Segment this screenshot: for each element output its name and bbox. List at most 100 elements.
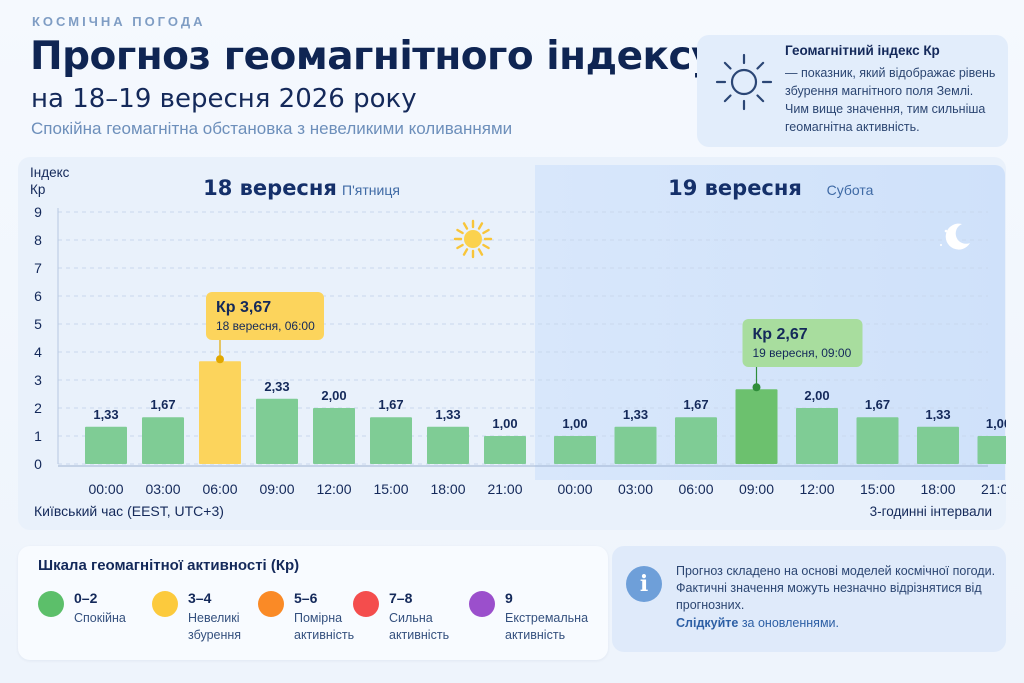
x-tick-label: 18:00	[430, 481, 465, 497]
callout-dot	[216, 355, 224, 364]
bar	[199, 361, 241, 464]
bar-value-label: 1,33	[435, 407, 460, 422]
y-tick-label: 5	[34, 316, 42, 332]
bar-value-label: 2,33	[264, 379, 289, 394]
bar	[796, 408, 838, 464]
bar	[614, 426, 657, 464]
day-weekday: Субота	[827, 182, 874, 198]
y-tick-label: 3	[34, 372, 42, 388]
legend-desc: Спокійна	[74, 611, 126, 625]
bar-value-label: 1,67	[378, 397, 403, 412]
bar	[977, 436, 1006, 464]
note-card: i Прогноз складено на основі моделей кос…	[612, 546, 1006, 652]
y-axis-label-line1: Індекс	[30, 165, 70, 180]
bar	[554, 436, 596, 464]
legend-card: Шкала геомагнітної активності (Кр) 0–2 Сп…	[18, 546, 608, 660]
x-tick-label: 03:00	[145, 481, 180, 497]
y-axis-label-line2: Кр	[30, 182, 45, 197]
sun-outline-icon	[715, 53, 773, 111]
bar	[427, 426, 469, 464]
x-tick-label: 15:00	[860, 481, 895, 497]
bar	[735, 389, 778, 464]
y-tick-label: 9	[34, 204, 42, 220]
callout-subtitle: 18 вересня, 06:00	[216, 319, 315, 333]
y-tick-label: 6	[34, 288, 42, 304]
star-dot	[944, 229, 948, 233]
bar-value-label: 1,67	[865, 397, 890, 412]
legend-desc: Екстремальна активність	[505, 611, 589, 642]
bar-value-label: 1,00	[562, 416, 587, 431]
chart-card: Індекс Кр 0 1 2 3 4 5 6 7 8 9 18 вересня П'ятниця 00:0…	[18, 157, 1006, 530]
star-dot	[940, 244, 942, 246]
x-footer-right: 3-годинні інтервали	[870, 504, 992, 519]
info-title: Геомагнітний індекс Кр	[785, 43, 940, 58]
legend-range: 0–2	[74, 590, 98, 606]
bar-value-label: 1,67	[683, 397, 708, 412]
moon-icon	[945, 223, 970, 250]
bar-value-label: 2,00	[804, 388, 829, 403]
bar	[484, 436, 526, 464]
y-tick-label: 2	[34, 400, 42, 416]
eyebrow: КОСМІЧНА ПОГОДА	[32, 14, 206, 29]
bar	[675, 417, 717, 464]
y-tick-label: 0	[34, 456, 42, 472]
x-tick-label: 15:00	[373, 481, 408, 497]
page-lead: Спокійна геомагнітна обстановка з невели…	[31, 119, 513, 138]
bar-value-label: 1,00	[986, 416, 1006, 431]
bar-value-label: 1,33	[623, 407, 648, 422]
page-subtitle: на 18–19 вересня 2026 року	[31, 84, 417, 114]
x-tick-label: 21:00	[981, 481, 1006, 497]
bar	[370, 417, 412, 464]
x-tick-label: 03:00	[618, 481, 653, 497]
legend-desc: Сильна активність	[389, 611, 450, 642]
bar	[856, 417, 899, 464]
bar	[142, 417, 184, 464]
day-title: 19 вересня	[668, 176, 802, 200]
callout-dot	[752, 383, 761, 392]
callout-title: Кр 2,67	[753, 326, 808, 343]
legend-color-dot	[258, 591, 284, 617]
x-tick-label: 09:00	[259, 481, 294, 497]
legend-title: Шкала геомагнітної активності (Кр)	[38, 557, 300, 574]
x-tick-label: 06:00	[202, 481, 237, 497]
x-tick-label: 06:00	[678, 481, 713, 497]
legend-range: 5–6	[294, 590, 318, 606]
bar	[917, 426, 959, 464]
x-tick-label: 21:00	[487, 481, 522, 497]
bar-value-label: 1,00	[492, 416, 517, 431]
legend-color-dot	[152, 591, 178, 617]
follow-updates-link[interactable]: Слідкуйте за оновленнями.	[676, 616, 839, 630]
note-link-bold: Слідкуйте	[676, 616, 739, 630]
x-tick-label: 09:00	[739, 481, 774, 497]
info-icon: i	[626, 566, 662, 602]
day-weekday: П'ятниця	[342, 182, 400, 198]
legend-color-dot	[469, 591, 495, 617]
legend-desc: Невеликі збурення	[188, 611, 242, 642]
x-tick-label: 00:00	[88, 481, 123, 497]
legend-range: 9	[505, 590, 513, 606]
note-link-rest: за оновленнями.	[738, 616, 840, 630]
y-tick-label: 1	[34, 428, 42, 444]
x-tick-label: 00:00	[557, 481, 592, 497]
legend-color-dot	[38, 591, 64, 617]
bar-value-label: 2,00	[321, 388, 346, 403]
bar-value-label: 1,33	[93, 407, 118, 422]
page-title: Прогноз геомагнітного індексу Кр	[30, 34, 788, 79]
y-tick-label: 7	[34, 260, 42, 276]
legend-desc: Помірна активність	[294, 611, 355, 642]
day-title: 18 вересня	[203, 176, 337, 200]
sun-icon	[453, 219, 493, 259]
x-tick-label: 18:00	[920, 481, 955, 497]
x-tick-label: 12:00	[799, 481, 834, 497]
y-tick-label: 8	[34, 232, 42, 248]
legend-color-dot	[353, 591, 379, 617]
legend-range: 3–4	[188, 590, 212, 606]
info-card: Геомагнітний індекс Кр — показник, який …	[697, 35, 1008, 147]
note-text: Прогноз складено на основі моделей космі…	[676, 564, 996, 612]
x-footer-left: Київський час (EEST, UTC+3)	[34, 503, 224, 519]
info-text: — показник, який відображає рівень збуре…	[785, 66, 996, 134]
callout-subtitle: 19 вересня, 09:00	[753, 346, 852, 360]
x-tick-label: 12:00	[316, 481, 351, 497]
bar	[313, 408, 355, 464]
y-tick-label: 4	[34, 344, 42, 360]
